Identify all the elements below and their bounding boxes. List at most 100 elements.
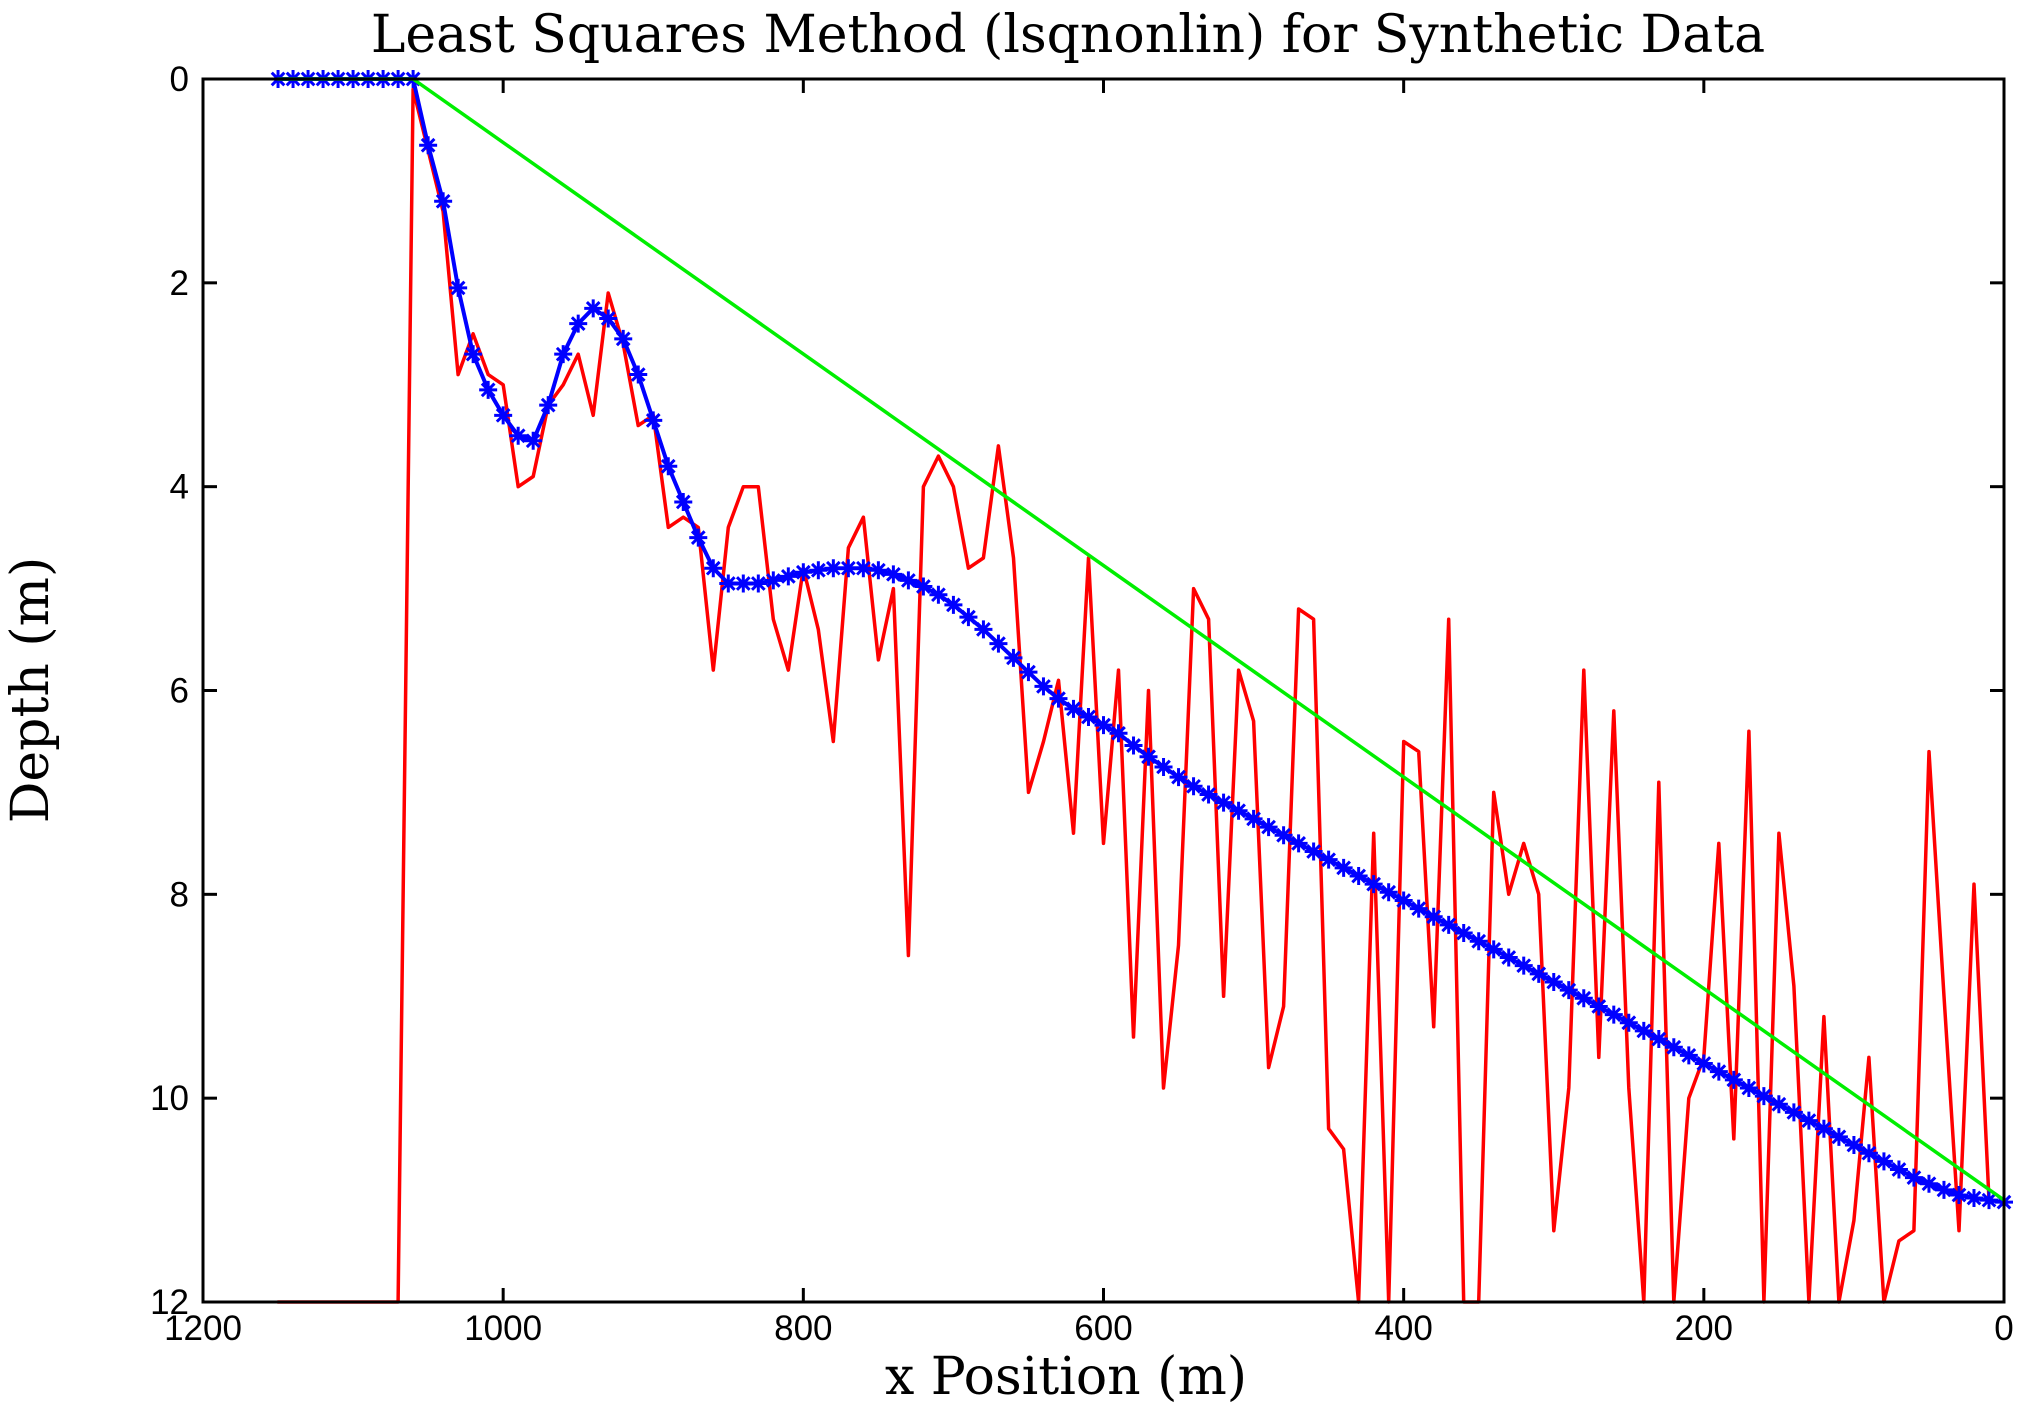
series-1-marker-53 <box>1064 699 1083 718</box>
chart-title: Least Squares Method (lsqnonlin) for Syn… <box>371 5 1765 65</box>
series-1-marker-87 <box>1574 989 1593 1008</box>
series-1-marker-106 <box>1859 1144 1878 1163</box>
series-1-marker-61 <box>1184 777 1203 796</box>
series-1-marker-11 <box>434 192 453 211</box>
series-1-marker-23 <box>614 329 633 348</box>
series-1-marker-98 <box>1739 1078 1758 1097</box>
series-1-marker-109 <box>1904 1168 1923 1187</box>
series-1-marker-22 <box>599 309 618 328</box>
y-tick-label-1: 2 <box>170 264 189 303</box>
series-1-marker-27 <box>674 492 693 511</box>
series-1-marker-89 <box>1604 1005 1623 1024</box>
series-1-marker-70 <box>1319 850 1338 869</box>
series-1-line <box>276 77 2006 1205</box>
series-1-marker-37 <box>824 559 843 578</box>
series-1-marker-112 <box>1949 1185 1968 1204</box>
series-1-marker-114 <box>1979 1191 1998 1210</box>
series-1-marker-34 <box>779 567 798 586</box>
series-1-marker-69 <box>1304 842 1323 861</box>
series-1-marker-67 <box>1274 826 1293 845</box>
series-1-marker-39 <box>854 559 873 578</box>
series-1-marker-64 <box>1229 801 1248 820</box>
series-1-marker-21 <box>584 299 603 318</box>
series-1-marker-45 <box>944 595 963 614</box>
series-1-marker-100 <box>1769 1095 1788 1114</box>
series-2-line <box>276 77 2006 1202</box>
series-1-marker-47 <box>974 620 993 639</box>
series-1-marker-88 <box>1589 997 1608 1016</box>
series-1-marker-48 <box>989 634 1008 653</box>
series-1-marker-101 <box>1784 1103 1803 1122</box>
series-1-marker-113 <box>1964 1189 1983 1208</box>
series-1-marker-85 <box>1544 972 1563 991</box>
y-tick-label-4: 8 <box>170 875 189 914</box>
series-1-marker-110 <box>1919 1174 1938 1193</box>
series-1-marker-51 <box>1034 677 1053 696</box>
x-tick-label-5: 200 <box>1675 1309 1733 1348</box>
series-1-marker-12 <box>449 278 468 297</box>
series-1-marker-30 <box>719 574 738 593</box>
series-1-marker-35 <box>794 563 813 582</box>
series-layer <box>269 70 2013 1304</box>
series-1-marker-90 <box>1619 1013 1638 1032</box>
y-tick-label-0: 0 <box>170 60 189 99</box>
x-tick-label-4: 400 <box>1374 1309 1432 1348</box>
series-1-marker-84 <box>1529 964 1548 983</box>
series-1-marker-42 <box>899 571 918 590</box>
series-1-marker-76 <box>1409 899 1428 918</box>
series-1-marker-10 <box>419 136 438 155</box>
y-tick-label-6: 12 <box>150 1283 189 1322</box>
series-1-marker-40 <box>869 561 888 580</box>
series-1-marker-66 <box>1259 818 1278 837</box>
series-1-marker-25 <box>644 411 663 430</box>
series-1-marker-36 <box>809 561 828 580</box>
series-1-marker-50 <box>1019 663 1038 682</box>
series-2 <box>276 77 2006 1202</box>
series-1-marker-79 <box>1454 924 1473 943</box>
series-1-marker-55 <box>1094 716 1113 735</box>
series-1-marker-102 <box>1799 1111 1818 1130</box>
series-1-marker-95 <box>1694 1054 1713 1073</box>
ticks-layer: 1200 1000 800 600 400 200 0 0 2 4 6 8 10 12 <box>150 60 2014 1348</box>
series-1-marker-108 <box>1889 1160 1908 1179</box>
series-1-marker-72 <box>1349 866 1368 885</box>
series-1-marker-54 <box>1079 707 1098 726</box>
x-tick-label-1: 1000 <box>464 1309 542 1348</box>
series-1-marker-52 <box>1049 689 1068 708</box>
series-1-marker-28 <box>689 528 708 547</box>
series-1-marker-49 <box>1004 648 1023 667</box>
series-1-marker-105 <box>1844 1136 1863 1155</box>
series-1-marker-71 <box>1334 858 1353 877</box>
y-tick-label-3: 6 <box>170 672 189 711</box>
series-1-marker-33 <box>764 571 783 590</box>
series-1-marker-74 <box>1379 883 1398 902</box>
series-1 <box>269 70 2013 1212</box>
series-1-marker-20 <box>569 314 588 333</box>
series-1-marker-59 <box>1154 757 1173 776</box>
series-1-marker-56 <box>1109 724 1128 743</box>
x-axis-label: x Position (m) <box>885 1347 1247 1407</box>
series-1-marker-41 <box>884 565 903 584</box>
series-1-marker-104 <box>1829 1127 1848 1146</box>
series-1-marker-63 <box>1214 793 1233 812</box>
x-tick-label-0: 1200 <box>164 1309 242 1348</box>
x-tick-label-2: 800 <box>774 1309 832 1348</box>
series-0-line <box>276 87 1991 1304</box>
series-1-marker-24 <box>629 365 648 384</box>
series-1-marker-29 <box>704 559 723 578</box>
series-1-marker-18 <box>539 396 558 415</box>
series-1-marker-77 <box>1424 907 1443 926</box>
series-1-marker-16 <box>509 426 528 445</box>
series-1-marker-96 <box>1709 1062 1728 1081</box>
series-1-marker-68 <box>1289 834 1308 853</box>
series-1-marker-97 <box>1724 1070 1743 1089</box>
x-tick-label-6: 0 <box>1994 1309 2013 1348</box>
series-1-marker-107 <box>1874 1152 1893 1171</box>
series-1-marker-94 <box>1679 1046 1698 1065</box>
series-1-marker-81 <box>1484 940 1503 959</box>
y-tick-label-2: 4 <box>170 468 189 507</box>
series-1-marker-78 <box>1439 915 1458 934</box>
y-tick-label-5: 10 <box>150 1079 189 1118</box>
series-1-marker-65 <box>1244 809 1263 828</box>
series-1-marker-82 <box>1499 948 1518 967</box>
